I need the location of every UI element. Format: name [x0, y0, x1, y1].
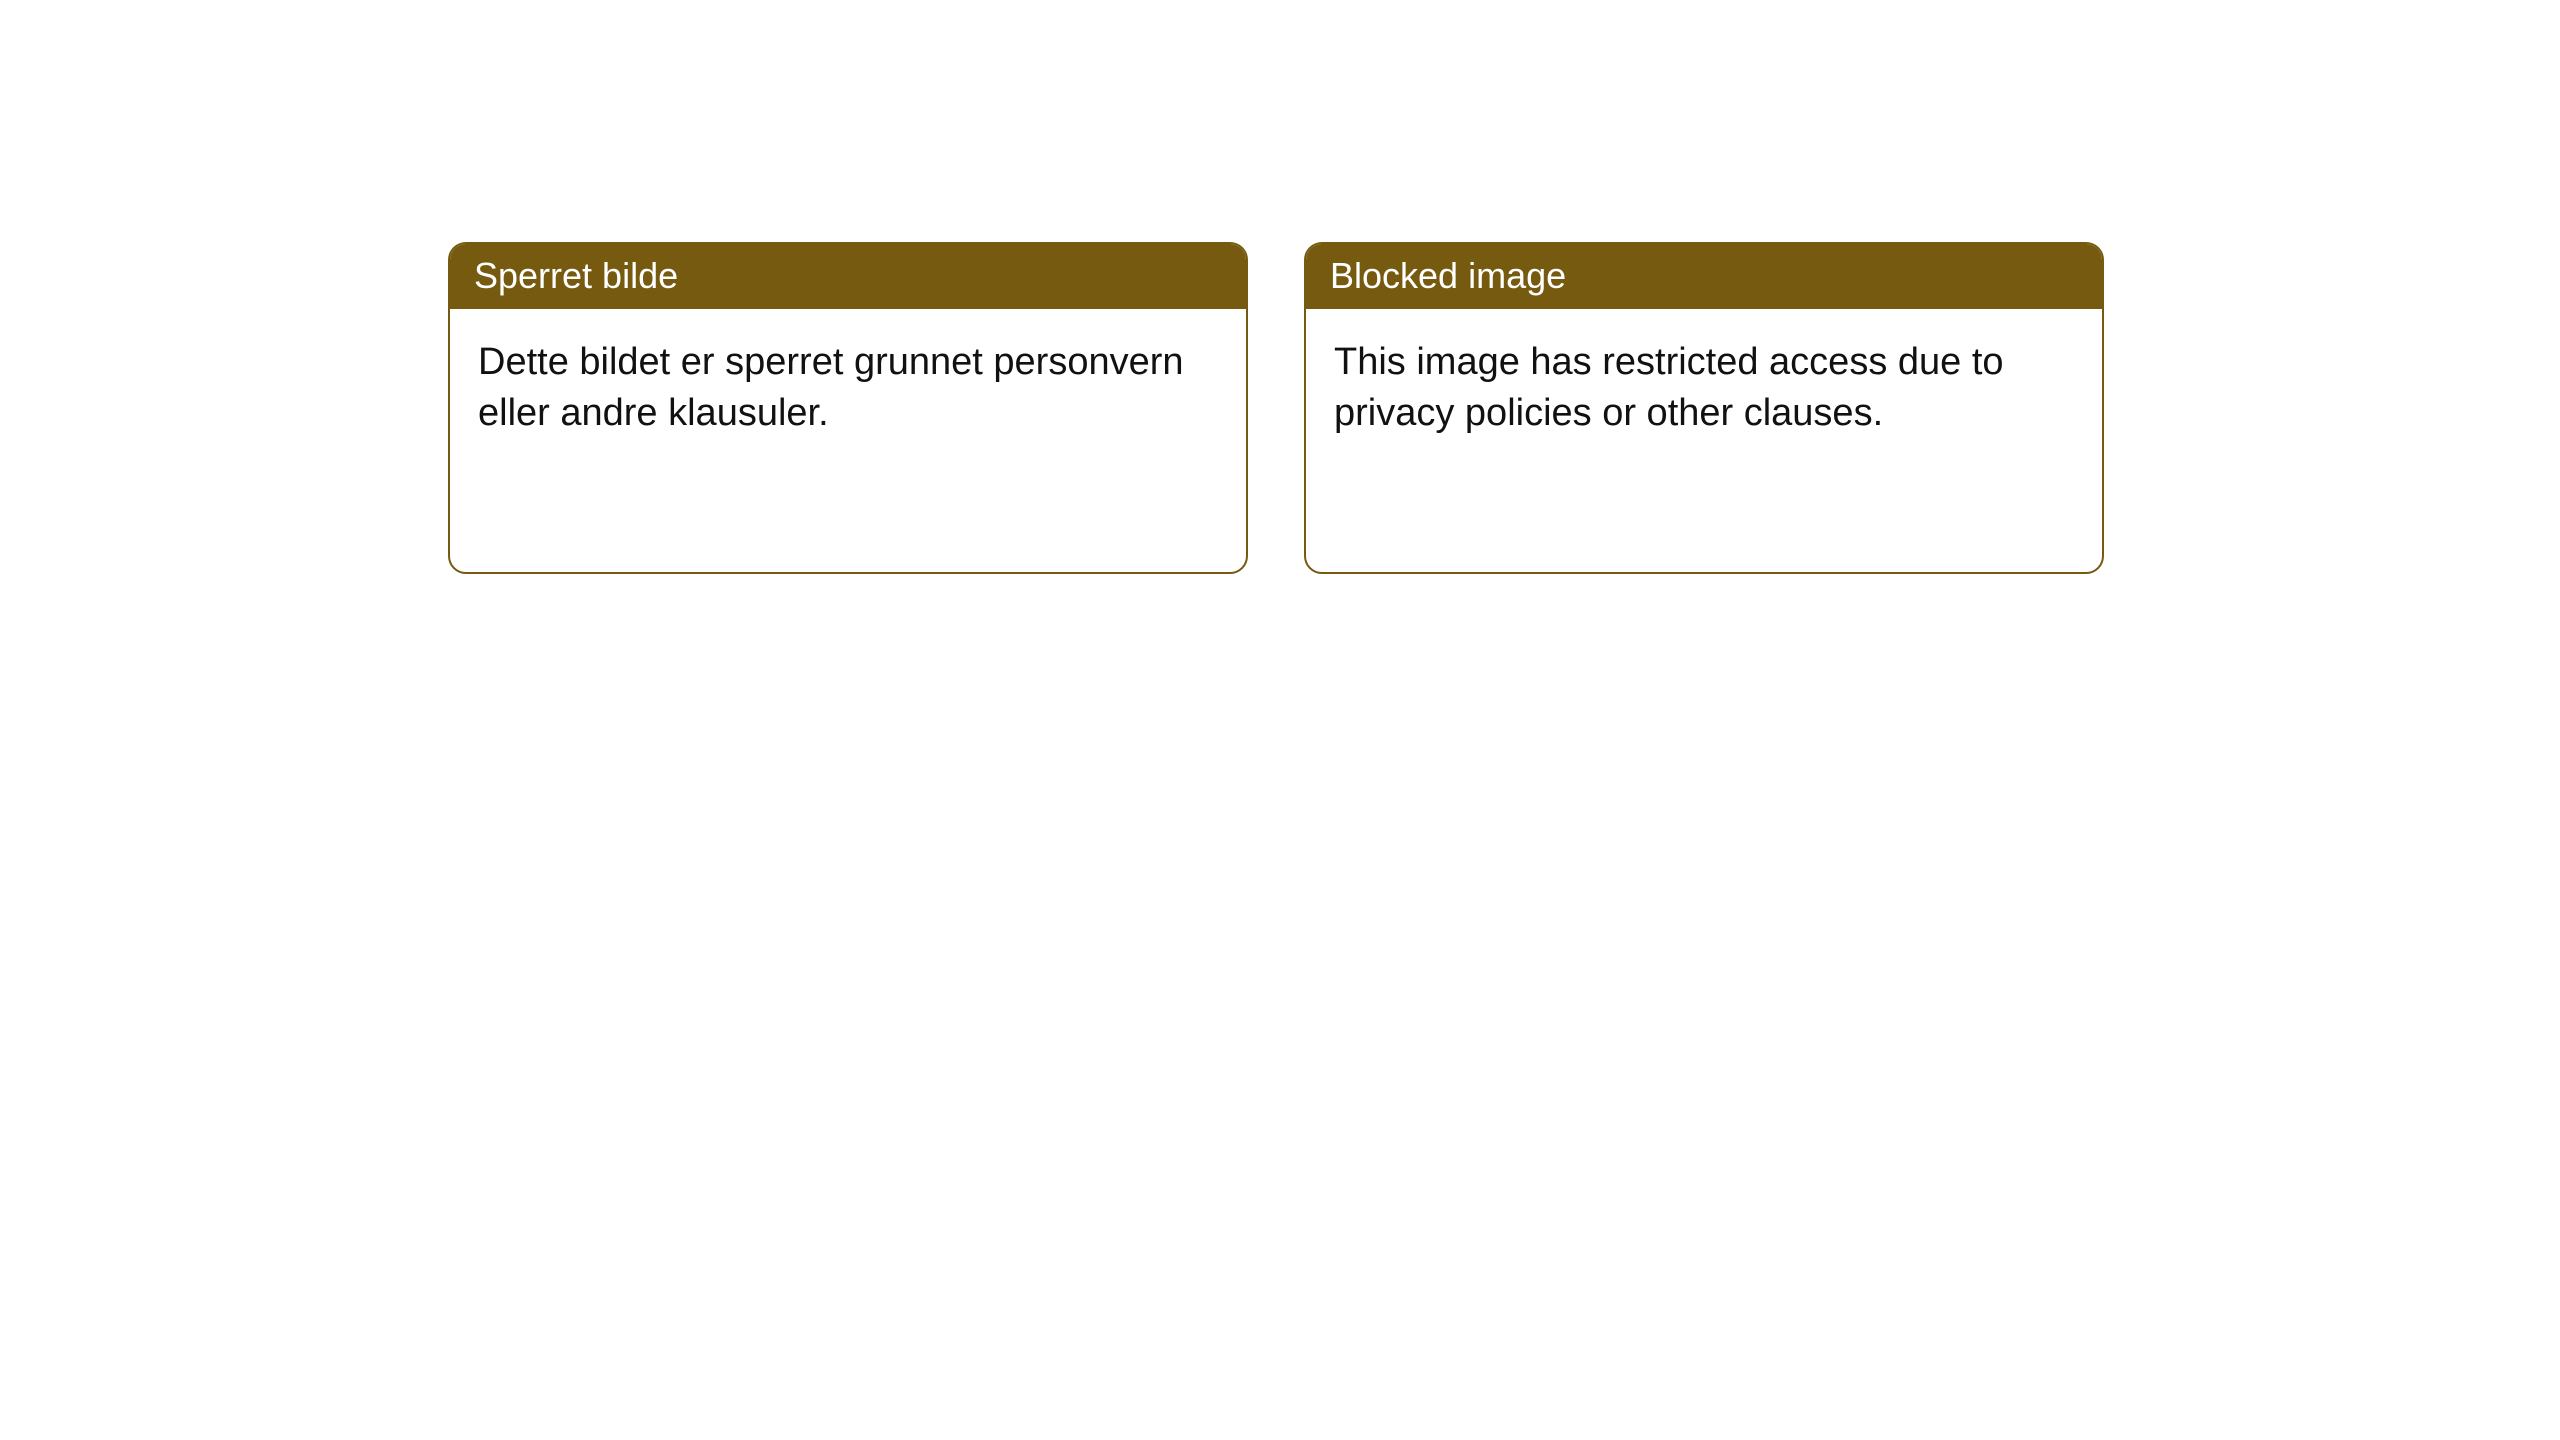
card-title-norwegian: Sperret bilde — [450, 244, 1246, 309]
card-body-norwegian: Dette bildet er sperret grunnet personve… — [450, 309, 1246, 460]
card-body-english: This image has restricted access due to … — [1306, 309, 2102, 460]
blocked-image-notice: Sperret bilde Dette bildet er sperret gr… — [448, 242, 2104, 574]
card-title-english: Blocked image — [1306, 244, 2102, 309]
blocked-card-norwegian: Sperret bilde Dette bildet er sperret gr… — [448, 242, 1248, 574]
blocked-card-english: Blocked image This image has restricted … — [1304, 242, 2104, 574]
